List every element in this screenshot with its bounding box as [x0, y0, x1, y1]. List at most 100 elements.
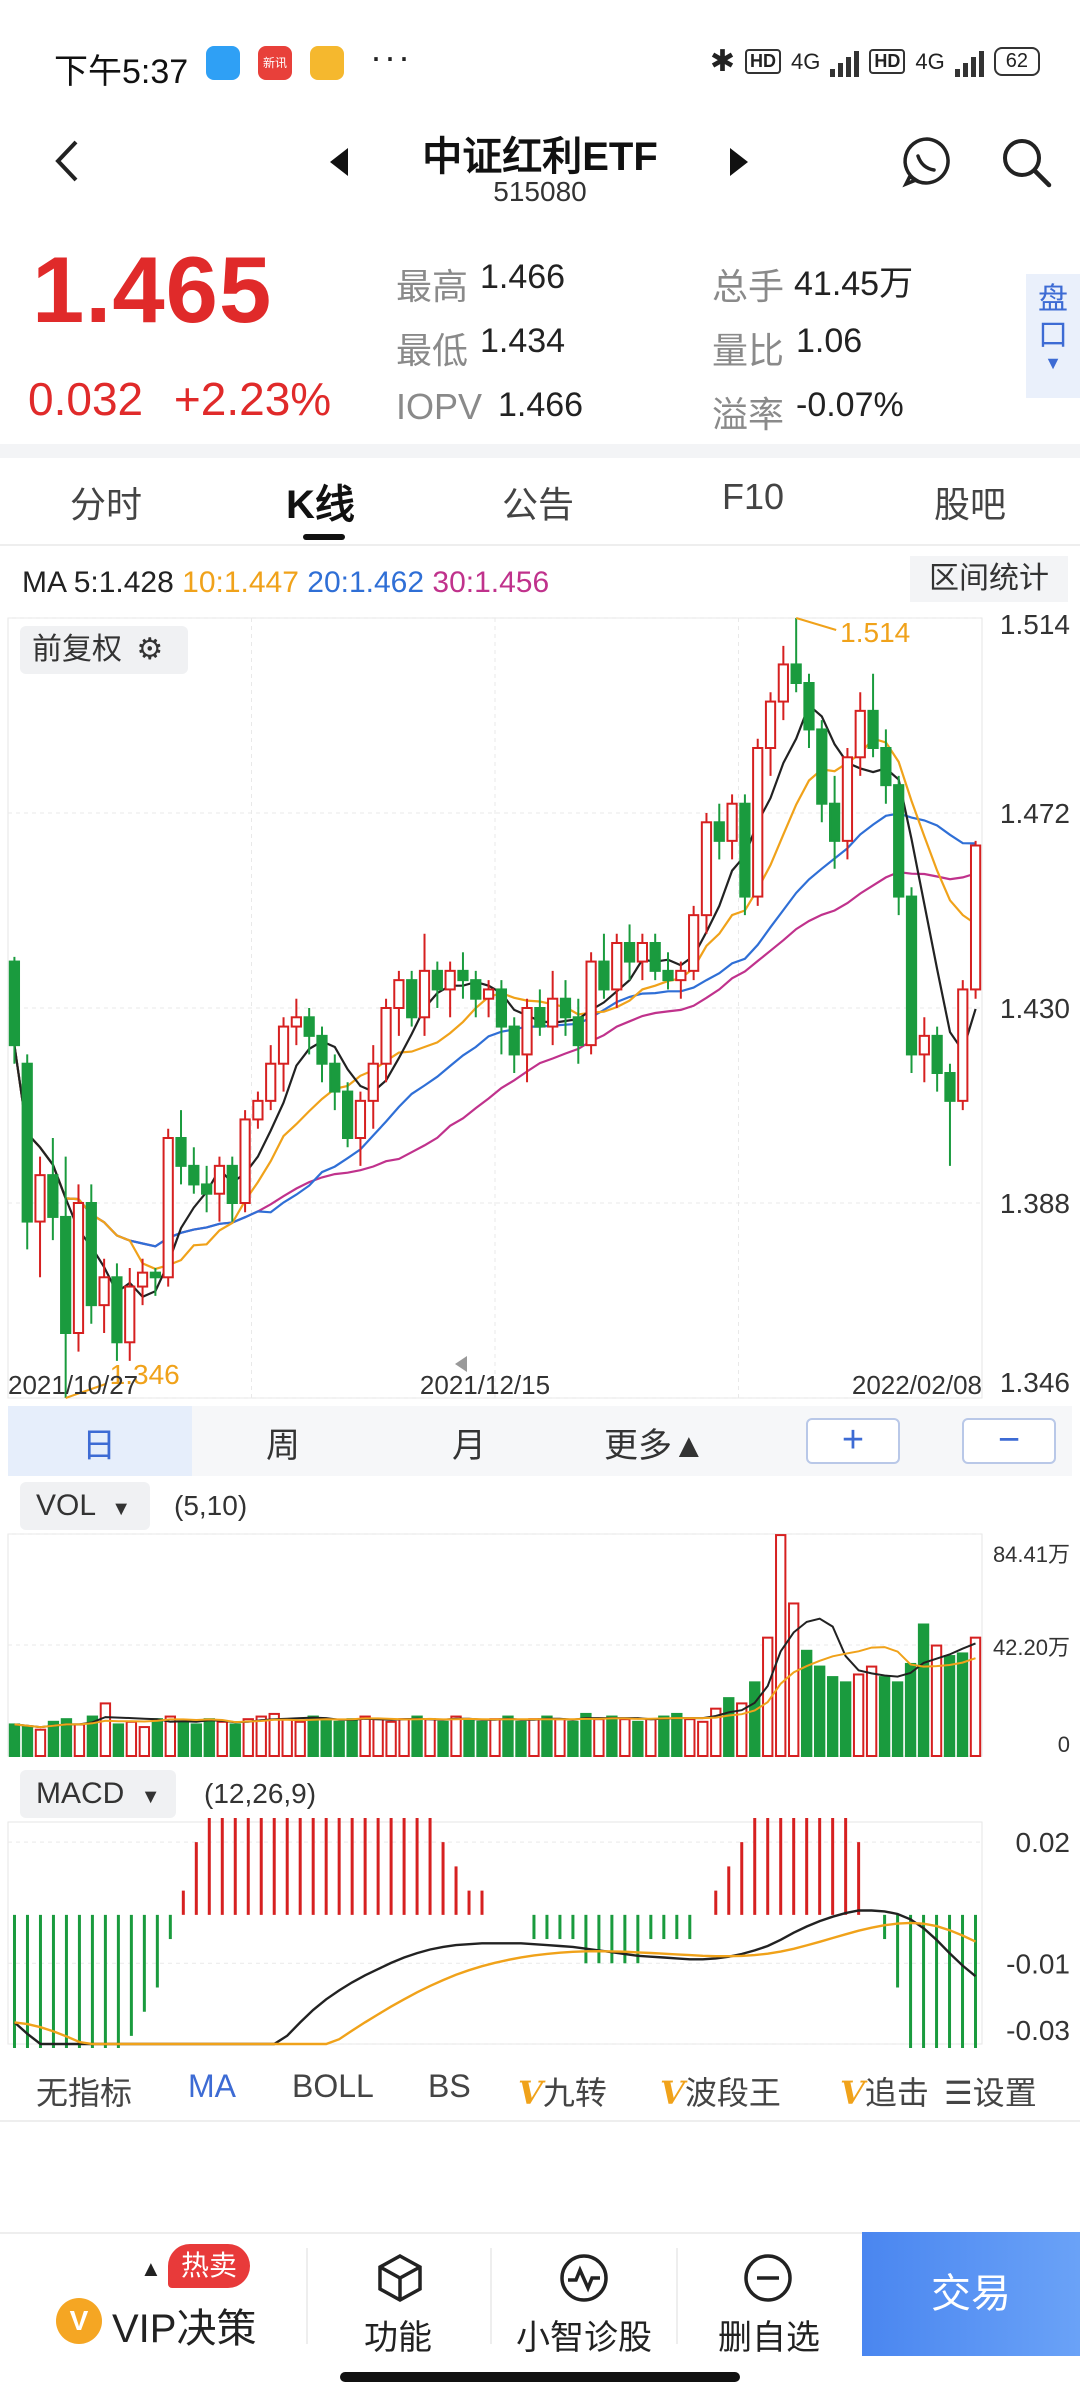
candle	[905, 887, 918, 1073]
macd-selector[interactable]: MACD ▼	[20, 1770, 176, 1818]
indicator-bs[interactable]: BS	[428, 2068, 471, 2104]
gear-icon: ⚙	[136, 633, 164, 666]
period-month[interactable]: 月	[452, 1427, 486, 1465]
back-arrow-icon[interactable]	[48, 136, 88, 186]
indicator-none[interactable]: 无指标	[36, 2075, 133, 2111]
candle-body	[444, 969, 456, 991]
candle	[290, 998, 302, 1046]
indicator-jiuzhuan[interactable]: V九转	[518, 2068, 607, 2114]
candle	[636, 933, 648, 981]
indicator-zhuiji[interactable]: V追击	[840, 2068, 929, 2114]
period-day[interactable]: 日	[82, 1427, 116, 1465]
bluetooth-icon: ✱	[709, 45, 736, 78]
candle	[85, 1184, 97, 1324]
pankou-button[interactable]: 盘口 ▼	[1026, 274, 1080, 398]
candle-body	[124, 1285, 136, 1344]
candle-body	[21, 1062, 33, 1223]
signal-icon-2	[954, 47, 984, 77]
function-button[interactable]: 功能	[364, 2319, 432, 2357]
candle-body	[149, 1271, 161, 1279]
vol-selector[interactable]: VOL ▼	[20, 1482, 150, 1530]
candle-body	[277, 1025, 290, 1065]
zoom-out-button[interactable]: −	[962, 1418, 1056, 1464]
candle-body	[239, 1118, 251, 1204]
candle	[764, 692, 777, 776]
search-icon[interactable]	[998, 134, 1054, 190]
indicator-boll[interactable]: BOLL	[292, 2068, 374, 2104]
vol-bar	[229, 1723, 241, 1757]
vol-bar	[580, 1712, 592, 1757]
ma-legend: MA 5:1.428 10:1.447 20:1.462 30:1.456	[22, 566, 549, 600]
adjust-button[interactable]: 前复权 ⚙	[20, 626, 188, 674]
vol-bar	[878, 1676, 891, 1757]
zoom-in-button[interactable]: +	[806, 1418, 900, 1464]
chat-icon[interactable]	[900, 134, 954, 188]
macd-frame	[7, 1821, 983, 2045]
trade-button[interactable]: 交易	[862, 2232, 1080, 2356]
tab-guba[interactable]: 股吧	[934, 484, 1007, 525]
vol-bar	[749, 1681, 761, 1757]
candle-body	[226, 1164, 238, 1204]
vol-bar	[411, 1715, 423, 1757]
prev-stock-icon[interactable]	[326, 144, 352, 180]
candle	[303, 1008, 315, 1055]
candle-body	[534, 1007, 546, 1028]
candle-body	[418, 969, 431, 1019]
candle-body	[944, 1072, 956, 1102]
macd-chart[interactable]: 0.02 -0.01 -0.03	[0, 1818, 1080, 2048]
diagnose-button[interactable]: 小智诊股	[516, 2319, 652, 2357]
kline-chart[interactable]: 1.5141.4721.4301.3881.3461.5141.3462021/…	[0, 608, 1080, 1404]
remove-watchlist-button[interactable]: 删自选	[718, 2319, 820, 2357]
candle	[559, 980, 572, 1036]
diagnose-icon	[560, 2254, 608, 2302]
vol-bar	[125, 1720, 138, 1757]
vol-bar	[930, 1644, 943, 1757]
vol-bar	[242, 1718, 254, 1757]
vol-bar	[528, 1718, 540, 1757]
macd-y-label: 0.02	[1016, 1827, 1071, 1858]
tab-fenshi[interactable]: 分时	[70, 484, 143, 525]
ma20-line	[13, 812, 976, 1248]
period-week[interactable]: 周	[266, 1427, 300, 1465]
jiuzhuan-label: 九转	[542, 2075, 607, 2111]
period-more[interactable]: 更多▲	[604, 1427, 706, 1465]
candle-body	[918, 1034, 930, 1056]
indicator-settings[interactable]: ☰设置	[944, 2068, 1037, 2114]
candle-body	[34, 1174, 46, 1223]
indicator-boduan[interactable]: V波段王	[660, 2068, 781, 2114]
candle	[34, 1156, 46, 1278]
volume-chart[interactable]: 84.41万 42.20万 0	[0, 1530, 1080, 1760]
candle-body	[521, 1007, 533, 1056]
candle-body	[85, 1202, 97, 1307]
y-tick-label: 1.346	[1000, 1367, 1070, 1398]
candle-body	[329, 1062, 341, 1093]
candle-body	[905, 895, 918, 1056]
min-price-label: 1.346	[110, 1359, 180, 1390]
vol-bar	[268, 1712, 280, 1757]
candle	[393, 970, 405, 1036]
home-indicator[interactable]	[340, 2372, 740, 2382]
candle	[149, 1268, 161, 1296]
v-badge-icon: V	[518, 2074, 543, 2112]
hd-badge-2: HD	[869, 49, 906, 74]
candle-body	[969, 844, 982, 991]
vol-bar	[320, 1718, 332, 1757]
divider	[676, 2248, 678, 2344]
tab-f10[interactable]: F10	[722, 476, 785, 517]
next-stock-icon[interactable]	[726, 144, 752, 180]
premium-label: 溢率	[712, 394, 785, 435]
candle	[495, 980, 508, 1055]
candle	[893, 775, 905, 916]
candle	[188, 1147, 200, 1194]
candle-body	[111, 1276, 123, 1344]
vip-decision-button[interactable]: VIP决策	[112, 2307, 257, 2351]
vol-bar	[736, 1702, 748, 1757]
range-stats-button[interactable]: 区间统计	[910, 556, 1068, 602]
tab-announcement[interactable]: 公告	[502, 484, 575, 525]
tab-kline[interactable]: K线	[286, 483, 355, 527]
indicator-ma[interactable]: MA	[188, 2068, 236, 2104]
battery-icon: 62	[993, 47, 1040, 76]
vol-bar	[788, 1602, 800, 1757]
vol-bar	[190, 1723, 202, 1757]
vol-y-label: 42.20万	[993, 1635, 1070, 1660]
